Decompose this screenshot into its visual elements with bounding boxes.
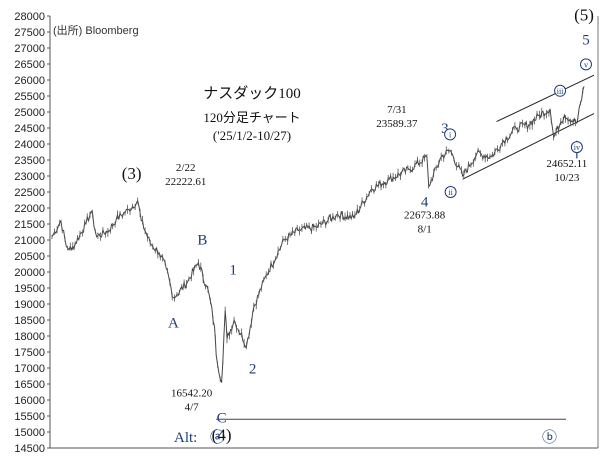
wave-label: B (197, 232, 207, 248)
wave-note: 23589.37 (376, 118, 418, 130)
trend-channel (216, 74, 595, 420)
y-axis: 14500 15000 15500 16000 16500 17000 17500 18000… (14, 11, 599, 455)
y-tick-label: 23500 (14, 155, 45, 167)
y-tick-label: 28000 (14, 11, 45, 23)
y-tick-label: 23000 (14, 171, 45, 183)
wave-label: 3 (441, 121, 449, 137)
wave-label: C (217, 411, 227, 427)
y-tick-label: 19500 (14, 283, 45, 295)
chart-title: ナスダック100 (203, 85, 301, 102)
wave-labels: (3) 2/22 22222.61 A B C 16542.20 4/7 (4) 1 2 3 7/31 2… (122, 5, 594, 444)
wave-label: 2 (249, 362, 257, 378)
y-tick-label: 27000 (14, 43, 45, 55)
y-tick-label: 17500 (14, 347, 45, 359)
wave-label-ii: ii (448, 188, 453, 197)
wave-circle-i (444, 128, 457, 141)
price-bars (51, 87, 584, 382)
y-tick-label: 15500 (14, 411, 45, 423)
wave-label: (5) (574, 5, 594, 24)
y-tick-label: 25000 (14, 107, 45, 119)
y-tick-label: 20000 (14, 267, 45, 279)
wave-label-iv: iv (574, 143, 580, 152)
wave-note: 8/1 (418, 223, 432, 235)
wave-circle-iv (570, 141, 583, 154)
y-tick-label: 22500 (14, 187, 45, 199)
wave-label-iii: iii (557, 87, 564, 96)
wave-label: 1 (229, 262, 237, 278)
wave-note: 22673.88 (404, 209, 446, 221)
y-tick-label: 24500 (14, 123, 45, 135)
y-tick-label: 21000 (14, 235, 45, 247)
y-tick-label: 21500 (14, 219, 45, 231)
y-tick-label: 16500 (14, 379, 45, 391)
y-tick-label: 16000 (14, 395, 45, 407)
wave-note: 24652.11 (546, 158, 587, 170)
wave-label-v: v (584, 60, 588, 69)
wave-note: 2/22 (176, 162, 196, 174)
chart-subtitle: 120分足チャート (203, 110, 300, 125)
chart-period: ('25/1/2-10/27) (213, 128, 291, 143)
y-tick-label: 26000 (14, 75, 45, 87)
wave-label: (4) (212, 426, 232, 445)
y-tick-label: 14500 (14, 443, 45, 455)
wave-note: 7/31 (387, 104, 407, 116)
wave-label-i: i (449, 130, 452, 139)
price-line (51, 86, 585, 383)
y-tick-label: 22000 (14, 203, 45, 215)
wave-circle-ii (444, 186, 457, 198)
wave-note: 10/23 (554, 172, 580, 184)
wave-circle-iii (554, 84, 567, 97)
wave-label: 5 (582, 32, 590, 48)
wave-circle-v (580, 58, 592, 71)
y-tick-label: 17000 (14, 363, 45, 375)
y-tick-label: 18500 (14, 315, 45, 327)
source-label: (出所) Bloomberg (53, 23, 139, 37)
wave-label: A (168, 316, 179, 332)
y-tick-label: 15000 (14, 427, 45, 439)
alt-prefix: Alt: (174, 430, 197, 446)
channel-upper (496, 74, 595, 123)
y-tick-label: 19000 (14, 299, 45, 311)
wave-label: (3) (122, 164, 142, 183)
alt-label-a: ⓐ (210, 429, 225, 446)
wave-note: 4/7 (185, 402, 200, 414)
y-tick-label: 18000 (14, 331, 45, 343)
wave-note: 22222.61 (165, 176, 206, 188)
wave-label: 4 (421, 194, 429, 210)
channel-lower (462, 113, 595, 180)
alt-label-b: ⓑ (542, 429, 557, 446)
y-tick-label: 20500 (14, 251, 45, 263)
y-tick-label: 27500 (14, 27, 45, 39)
wave-note: 16542.20 (171, 388, 213, 400)
y-tick-label: 26500 (14, 59, 45, 71)
y-tick-label: 25500 (14, 91, 45, 103)
y-tick-label: 24000 (14, 139, 45, 151)
